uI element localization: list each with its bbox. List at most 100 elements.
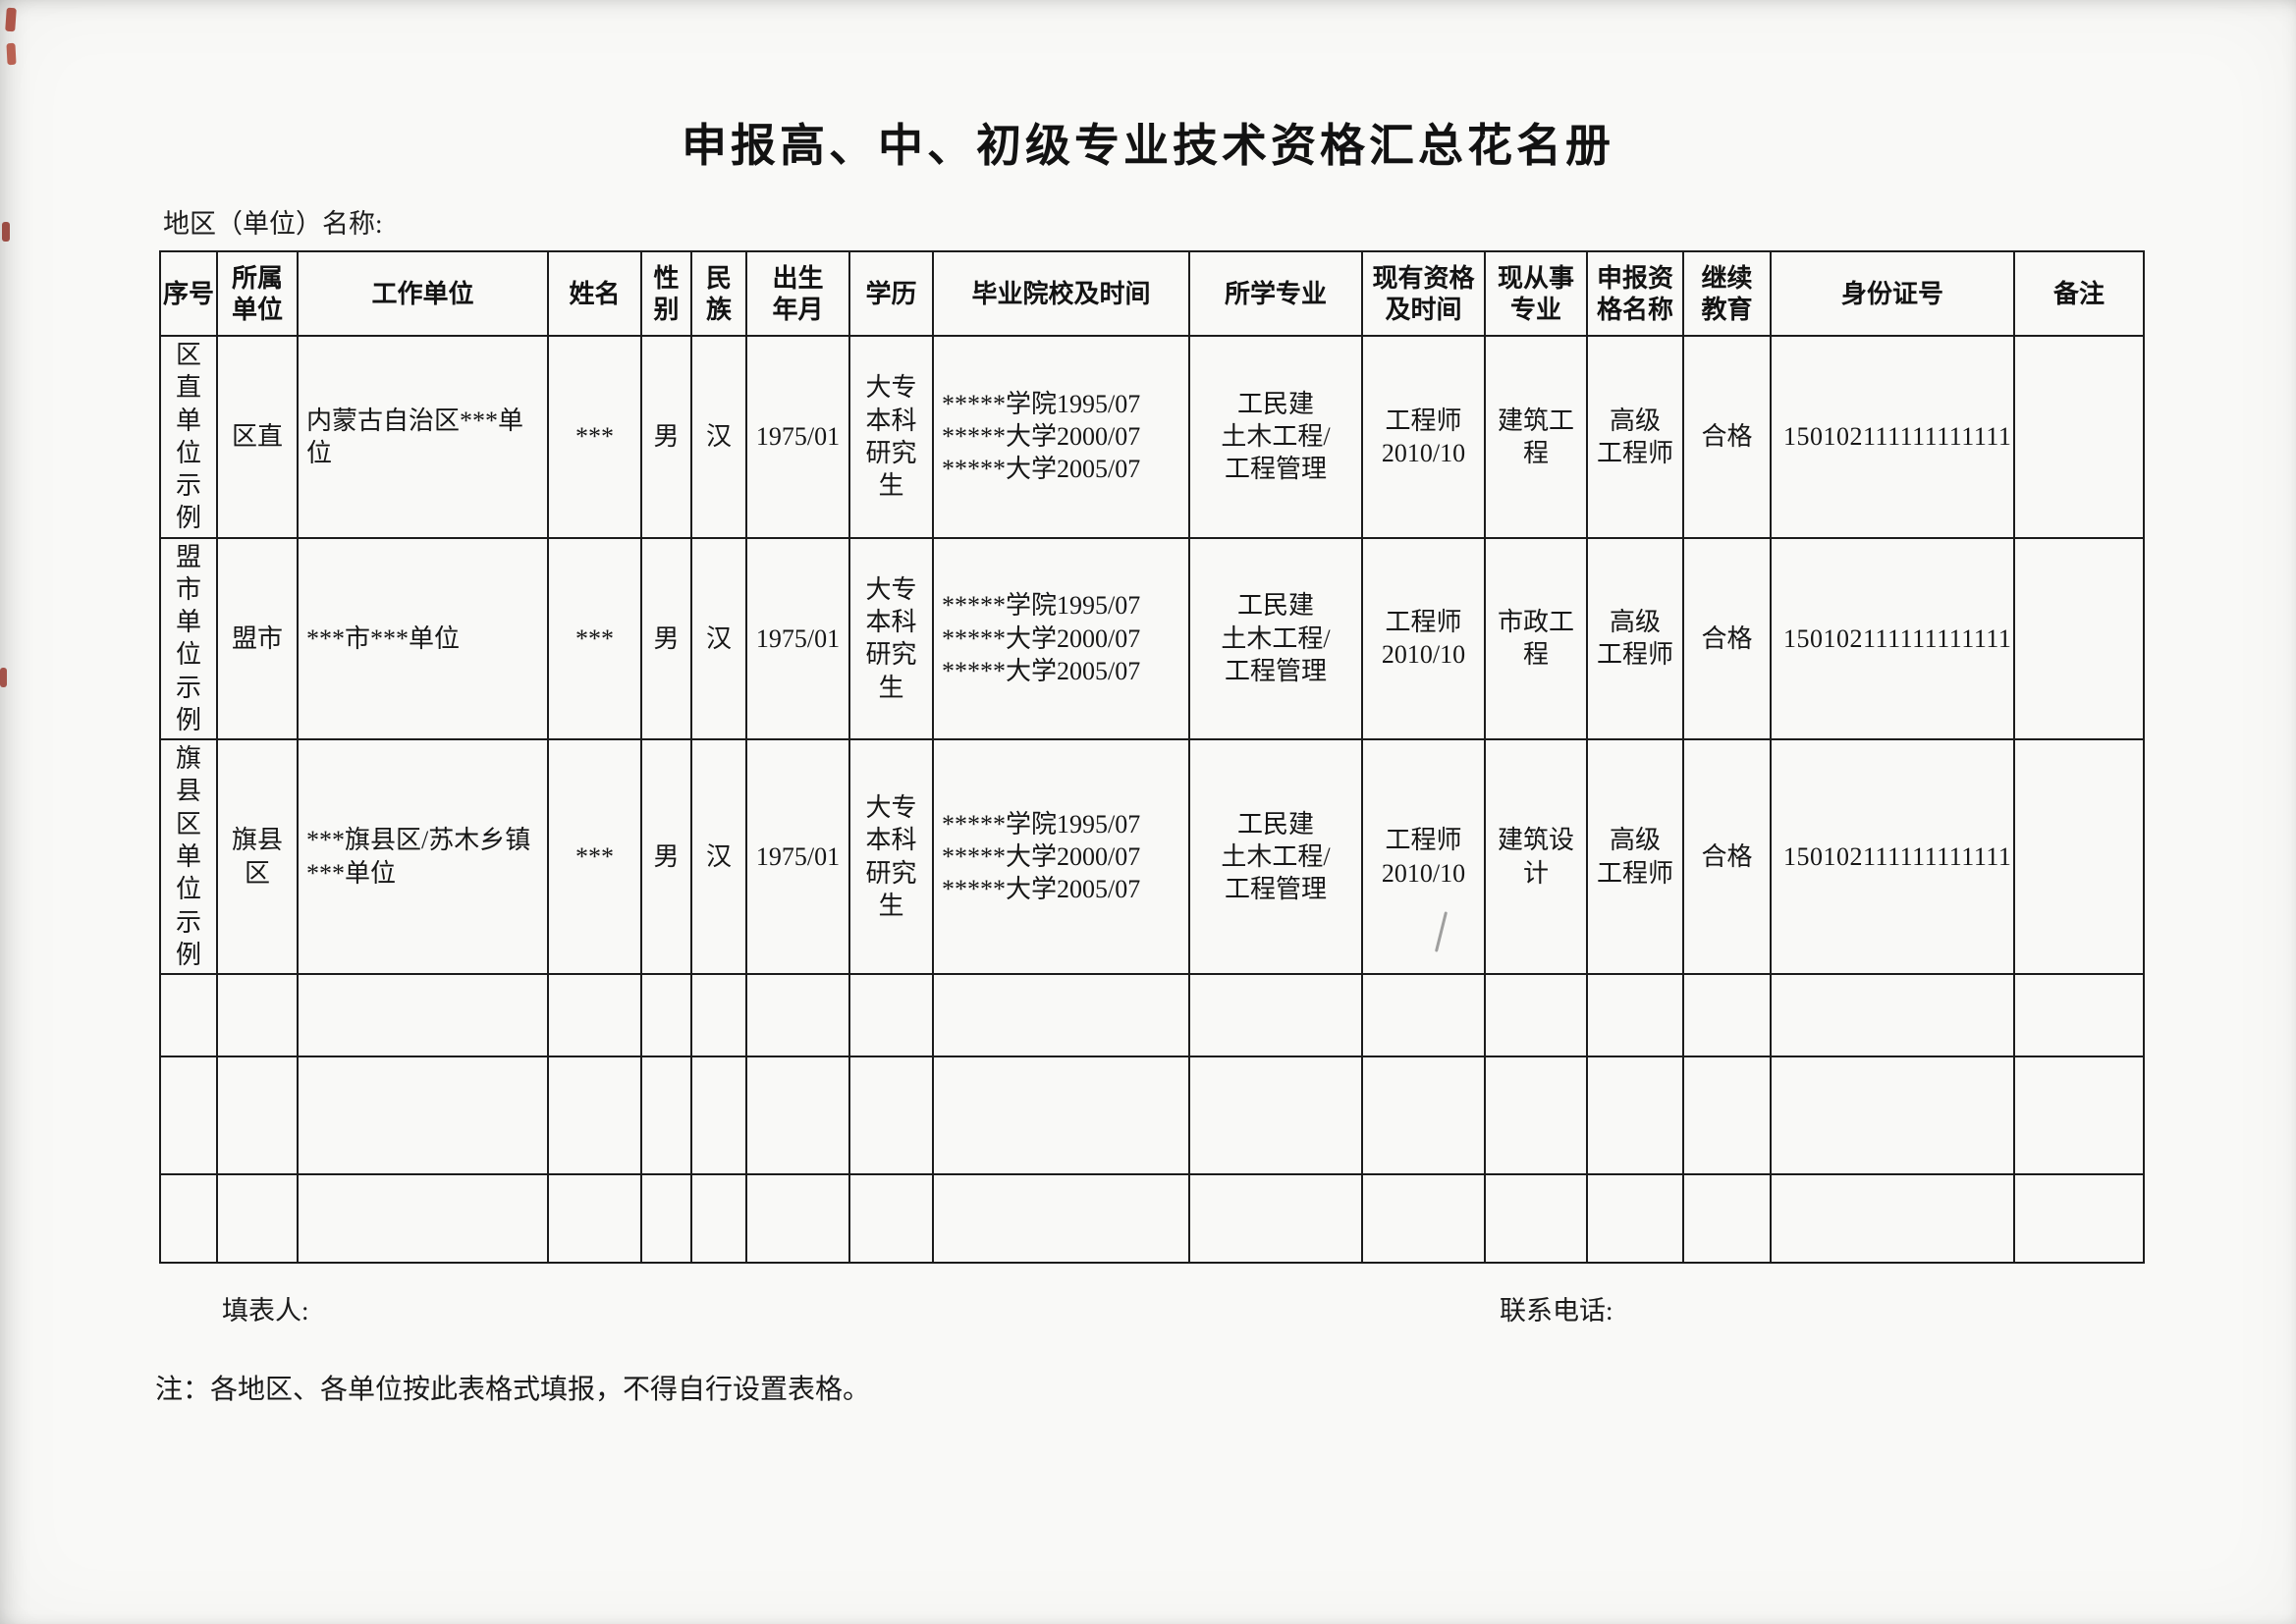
cell-r3-c16 [2013, 738, 2145, 976]
cell-r1-c6: 汉 [690, 335, 747, 539]
cell-r1-c16 [2013, 335, 2145, 539]
cell-r2-c12: 市政工程 [1484, 536, 1588, 741]
cell-r1-c15: 150102111111111111 [1770, 335, 2015, 539]
cell-r1-c8: 大专 本科 研究生 [848, 335, 934, 539]
cell-r1-c9: *****学院1995/07 *****大学2000/07 *****大学200… [932, 335, 1190, 539]
cell-r2-c9: *****学院1995/07 *****大学2000/07 *****大学200… [932, 536, 1190, 741]
contact-phone-label: 联系电话: [1500, 1296, 1613, 1326]
cell-r4-c4 [547, 973, 642, 1058]
cell-r4-c1 [159, 973, 218, 1058]
col-header-5: 性 别 [640, 250, 692, 337]
cell-r4-c15 [1770, 973, 2015, 1058]
cell-r6-c6 [690, 1173, 747, 1265]
cell-r3-c8: 大专 本科 研究生 [848, 738, 934, 976]
cell-r4-c10 [1188, 973, 1363, 1058]
cell-r4-c11 [1361, 973, 1486, 1058]
cell-r2-c3: ***市***单位 [297, 536, 549, 741]
table-row-3: 旗县 区单 位示 例旗县 区 ***旗县区/苏木乡镇***单位 *** 男汉 1975/… [159, 738, 2145, 976]
col-header-4: 姓名 [547, 250, 642, 337]
cell-r6-c5 [640, 1173, 692, 1265]
cell-r1-c12: 建筑工程 [1484, 335, 1588, 539]
cell-r2-c13: 高级 工程师 [1586, 536, 1684, 741]
scan-edge-mark [6, 42, 17, 66]
cell-r6-c8 [848, 1173, 934, 1265]
cell-r1-c11: 工程师 2010/10 [1361, 335, 1486, 539]
col-header-1: 序号 [159, 250, 218, 337]
cell-r4-c2 [216, 973, 299, 1058]
scan-edge-mark [2, 222, 10, 242]
cell-r3-c3: ***旗县区/苏木乡镇***单位 [297, 738, 549, 976]
cell-r2-c15: 150102111111111111 [1770, 536, 2015, 741]
cell-r2-c4: *** [547, 536, 642, 741]
cell-r5-c16 [2013, 1056, 2145, 1176]
cell-r4-c5 [640, 973, 692, 1058]
cell-r2-c8: 大专 本科 研究生 [848, 536, 934, 741]
cell-r5-c6 [690, 1056, 747, 1176]
cell-r1-c3: 内蒙古自治区***单位 [297, 335, 549, 539]
col-header-10: 所学专业 [1188, 250, 1363, 337]
col-header-9: 毕业院校及时间 [932, 250, 1190, 337]
cell-r3-c12: 建筑设计 [1484, 738, 1588, 976]
cell-r2-c11: 工程师 2010/10 [1361, 536, 1486, 741]
col-header-14: 继续 教育 [1682, 250, 1772, 337]
cell-r1-c1: 区直 单位 示例 [159, 335, 218, 539]
cell-r6-c15 [1770, 1173, 2015, 1265]
cell-r5-c12 [1484, 1056, 1588, 1176]
cell-r4-c3 [297, 973, 549, 1058]
cell-r5-c5 [640, 1056, 692, 1176]
note-text: 注：各地区、各单位按此表格式填报，不得自行设置表格。 [155, 1375, 871, 1406]
col-header-7: 出生 年月 [745, 250, 850, 337]
form-filler-label: 填表人: [222, 1296, 309, 1326]
cell-r6-c13 [1586, 1173, 1684, 1265]
cell-r4-c13 [1586, 973, 1684, 1058]
cell-r6-c14 [1682, 1173, 1772, 1265]
cell-r3-c11: 工程师 2010/10 [1361, 738, 1486, 976]
cell-r5-c8 [848, 1056, 934, 1176]
cell-r3-c1: 旗县 区单 位示 例 [159, 738, 218, 976]
cell-r2-c16 [2013, 536, 2145, 741]
cell-r1-c14: 合格 [1682, 335, 1772, 539]
footer-line: 填表人: 联系电话: [0, 1289, 2296, 1326]
col-header-6: 民 族 [690, 250, 747, 337]
cell-r3-c15: 150102111111111111 [1770, 738, 2015, 976]
cell-r5-c1 [159, 1056, 218, 1176]
cell-r3-c6: 汉 [690, 738, 747, 976]
table-row-5 [159, 1056, 2145, 1176]
col-header-16: 备注 [2013, 250, 2145, 337]
col-header-15: 身份证号 [1770, 250, 2015, 337]
cell-r2-c10: 工民建 土木工程/ 工程管理 [1188, 536, 1363, 741]
table-row-4 [159, 973, 2145, 1058]
cell-r6-c2 [216, 1173, 299, 1265]
cell-r4-c16 [2013, 973, 2145, 1058]
cell-r6-c7 [745, 1173, 850, 1265]
cell-r4-c7 [745, 973, 850, 1058]
cell-r2-c6: 汉 [690, 536, 747, 741]
cell-r1-c2: 区直 [216, 335, 299, 539]
header-row: 序号 所属 单位 工作单位 姓名性 别民 族出生 年月 学历 毕业院校及时间 所学专业 现有资… [159, 250, 2145, 337]
cell-r6-c3 [297, 1173, 549, 1265]
cell-r2-c2: 盟市 [216, 536, 299, 741]
cell-r4-c12 [1484, 973, 1588, 1058]
cell-r6-c4 [547, 1173, 642, 1265]
table-row-6 [159, 1173, 2145, 1265]
cell-r5-c2 [216, 1056, 299, 1176]
cell-r5-c3 [297, 1056, 549, 1176]
cell-r1-c4: *** [547, 335, 642, 539]
cell-r2-c5: 男 [640, 536, 692, 741]
cell-r3-c5: 男 [640, 738, 692, 976]
col-header-2: 所属 单位 [216, 250, 299, 337]
cell-r5-c13 [1586, 1056, 1684, 1176]
region-name-label: 地区（单位）名称: [163, 209, 383, 239]
cell-r5-c7 [745, 1056, 850, 1176]
col-header-8: 学历 [848, 250, 934, 337]
cell-r3-c2: 旗县 区 [216, 738, 299, 976]
cell-r4-c9 [932, 973, 1190, 1058]
cell-r4-c6 [690, 973, 747, 1058]
cell-r1-c5: 男 [640, 335, 692, 539]
cell-r5-c15 [1770, 1056, 2015, 1176]
cell-r5-c14 [1682, 1056, 1772, 1176]
cell-r3-c10: 工民建 土木工程/ 工程管理 [1188, 738, 1363, 976]
cell-r3-c13: 高级 工程师 [1586, 738, 1684, 976]
cell-r4-c8 [848, 973, 934, 1058]
